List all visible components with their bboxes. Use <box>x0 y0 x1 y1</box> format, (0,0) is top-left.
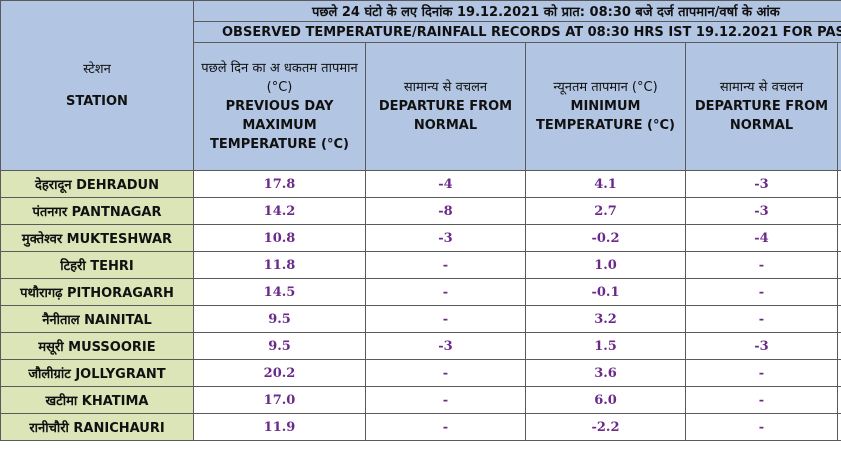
min-departure-value: -3 <box>685 170 838 198</box>
overflow-cell <box>836 197 841 225</box>
table-row: पंतनगर PANTNAGAR 14.2 -8 2.7 -3 <box>0 197 841 225</box>
max-departure-value: - <box>365 386 526 414</box>
english-title-text: OBSERVED TEMPERATURE/RAINFALL RECORDS AT… <box>222 24 841 40</box>
max-departure-value: - <box>365 359 526 387</box>
hindi-title: पछले 24 घंटो के लए दिनांक 19.12.2021 को … <box>192 0 841 22</box>
max-temp-value: 11.8 <box>193 251 366 279</box>
station-name: जौलीग्रांट JOLLYGRANT <box>0 359 194 387</box>
station-name: रानीचौरी RANICHAURI <box>0 413 194 441</box>
station-name: देहरादून DEHRADUN <box>0 170 194 198</box>
max-temp-value: 9.5 <box>193 332 366 360</box>
max-temp-header-english: PREVIOUS DAY MAXIMUM TEMPERATURE (°C) <box>210 99 349 152</box>
max-departure-value: - <box>365 278 526 306</box>
max-departure-value: -4 <box>365 170 526 198</box>
min-departure-column-header: सामान्य से वचलन DEPARTURE FROM NORMAL <box>685 42 838 171</box>
max-temp-value: 14.2 <box>193 197 366 225</box>
overflow-cell <box>836 251 841 279</box>
table-row: पथौरागढ़ PITHORAGARH 14.5- -0.1- <box>0 278 841 306</box>
min-departure-value: -3 <box>685 332 838 360</box>
max-temp-column-header: पछले दिन का अ धकतम तापमान (°C) PREVIOUS … <box>193 42 366 171</box>
min-temp-value: -2.2 <box>525 413 686 441</box>
station-header-english: STATION <box>66 93 128 109</box>
table-row: देहरादून DEHRADUN 17.8 -4 4.1 -3 <box>0 170 841 198</box>
station-name: खटीमा KHATIMA <box>0 386 194 414</box>
hindi-title-text: पछले 24 घंटो के लए दिनांक 19.12.2021 को … <box>312 5 780 20</box>
overflow-cell <box>836 386 841 414</box>
min-temp-value: 2.7 <box>525 197 686 225</box>
table-body: देहरादून DEHRADUN 17.8 -4 4.1 -3 पंतनगर PANTN… <box>0 170 841 441</box>
min-temp-value: 4.1 <box>525 170 686 198</box>
min-temp-value: 1.0 <box>525 251 686 279</box>
min-temp-column-header: न्यूनतम तापमान (°C) MINIMUM TEMPERATURE … <box>525 42 686 171</box>
max-departure-header-hindi: सामान्य से वचलन <box>403 80 488 95</box>
max-temp-value: 14.5 <box>193 278 366 306</box>
max-departure-value: -8 <box>365 197 526 225</box>
table-row: टिहरी TEHRI 11.8-1.0- <box>0 251 841 279</box>
overflow-cell <box>836 413 841 441</box>
station-name: पंतनगर PANTNAGAR <box>0 197 194 225</box>
max-departure-value: - <box>365 413 526 441</box>
english-title: OBSERVED TEMPERATURE/RAINFALL RECORDS AT… <box>192 21 841 43</box>
min-departure-value: -3 <box>685 197 838 225</box>
min-temp-value: -0.2 <box>525 224 686 252</box>
overflow-cell <box>836 170 841 198</box>
max-departure-header-english: DEPARTURE FROM NORMAL <box>378 99 513 133</box>
table-row: मुक्तेश्वर MUKTESHWAR 10.8 -3 -0.2 -4 <box>0 224 841 252</box>
overflow-cell <box>836 332 841 360</box>
max-temp-value: 9.5 <box>193 305 366 333</box>
min-temp-value: 6.0 <box>525 386 686 414</box>
overflow-column-header <box>836 42 841 171</box>
max-temp-value: 11.9 <box>193 413 366 441</box>
max-departure-column-header: सामान्य से वचलन DEPARTURE FROM NORMAL <box>365 42 526 171</box>
table-row: मसूरी MUSSOORIE 9.5 -3 1.5 -3 <box>0 332 841 360</box>
min-departure-value: - <box>685 413 838 441</box>
min-departure-value: - <box>685 278 838 306</box>
max-departure-value: -3 <box>365 332 526 360</box>
station-name: नैनीताल NAINITAL <box>0 305 194 333</box>
overflow-cell <box>836 224 841 252</box>
min-temp-value: 1.5 <box>525 332 686 360</box>
temperature-records-table: स्टेशन STATION पछले 24 घंटो के लए दिनांक… <box>0 0 841 441</box>
station-name: मुक्तेश्वर MUKTESHWAR <box>0 224 194 252</box>
station-name: पथौरागढ़ PITHORAGARH <box>0 278 194 306</box>
min-departure-value: -4 <box>685 224 838 252</box>
max-temp-header-hindi: पछले दिन का अ धकतम तापमान (°C) <box>201 61 358 95</box>
table-row: रानीचौरी RANICHAURI 11.9- -2.2- <box>0 413 841 441</box>
max-departure-value: - <box>365 251 526 279</box>
min-departure-value: - <box>685 251 838 279</box>
table-row: जौलीग्रांट JOLLYGRANT 20.2-3.6- <box>0 359 841 387</box>
overflow-cell <box>836 278 841 306</box>
min-temp-value: -0.1 <box>525 278 686 306</box>
max-temp-value: 17.0 <box>193 386 366 414</box>
overflow-cell <box>836 359 841 387</box>
station-name: मसूरी MUSSOORIE <box>0 332 194 360</box>
min-departure-value: - <box>685 359 838 387</box>
table-row: नैनीताल NAINITAL 9.5-3.2- <box>0 305 841 333</box>
table-row: खटीमा KHATIMA 17.0-6.0- <box>0 386 841 414</box>
max-departure-value: - <box>365 305 526 333</box>
min-departure-header-english: DEPARTURE FROM NORMAL <box>694 99 829 133</box>
min-temp-header-hindi: न्यूनतम तापमान (°C) <box>553 80 658 95</box>
max-temp-value: 17.8 <box>193 170 366 198</box>
min-temp-header-english: MINIMUM TEMPERATURE (°C) <box>536 99 675 133</box>
min-departure-value: - <box>685 305 838 333</box>
min-departure-value: - <box>685 386 838 414</box>
min-departure-header-hindi: सामान्य से वचलन <box>719 80 804 95</box>
min-temp-value: 3.2 <box>525 305 686 333</box>
station-header-hindi: स्टेशन <box>83 61 111 77</box>
station-name: टिहरी TEHRI <box>0 251 194 279</box>
max-temp-value: 20.2 <box>193 359 366 387</box>
station-column-header: स्टेशन STATION <box>0 0 194 171</box>
min-temp-value: 3.6 <box>525 359 686 387</box>
max-departure-value: -3 <box>365 224 526 252</box>
max-temp-value: 10.8 <box>193 224 366 252</box>
overflow-cell <box>836 305 841 333</box>
